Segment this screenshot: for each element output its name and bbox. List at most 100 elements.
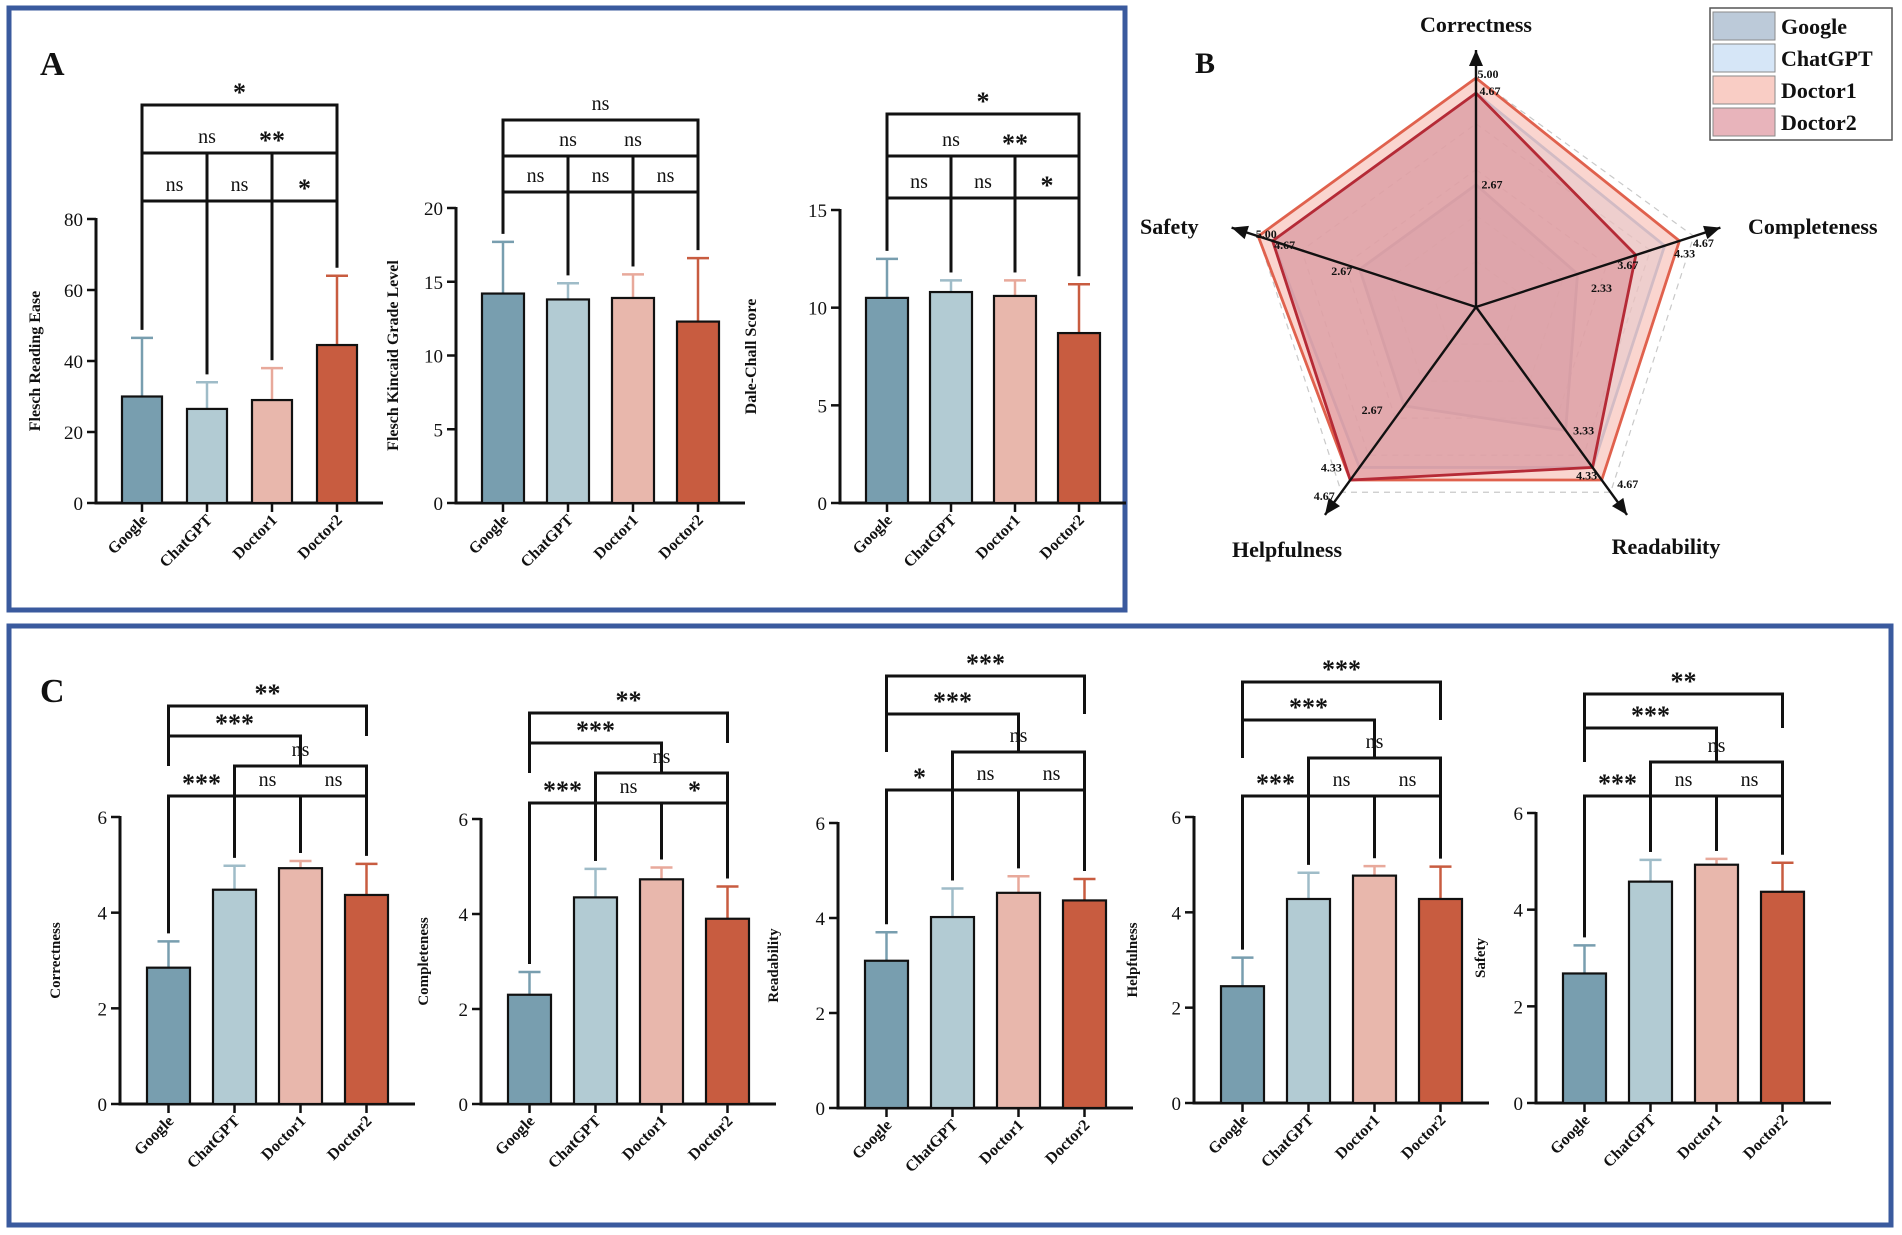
- panel-b-letter: B: [1195, 47, 1215, 80]
- y-axis-title: Readability: [766, 928, 782, 1003]
- radar-value-label: 2.67: [1331, 264, 1352, 278]
- significance-label: ns: [620, 776, 638, 798]
- significance-label: ns: [977, 763, 995, 785]
- radar-axis-arrowhead: [1469, 50, 1483, 66]
- significance-label: ns: [1043, 763, 1061, 785]
- y-tick-label: 5: [434, 420, 444, 441]
- bar-google: [1219, 985, 1266, 1105]
- significance-label: ns: [166, 174, 184, 196]
- bar-chatgpt: [185, 407, 229, 505]
- significance-bracket: [1583, 692, 1784, 728]
- radar-axis-title: Completeness: [1748, 214, 1878, 239]
- significance-bracket: [1241, 718, 1376, 758]
- radar-axis-title: Correctness: [1420, 12, 1532, 37]
- y-tick-label: 4: [1514, 901, 1524, 922]
- y-tick-label: 15: [808, 201, 827, 222]
- significance-bracket: [205, 151, 339, 201]
- y-tick-label: 6: [1514, 804, 1524, 825]
- bar-doctor2: [1061, 899, 1108, 1110]
- y-tick-label: 6: [1172, 808, 1182, 829]
- radar-value-label: 4.33: [1321, 460, 1342, 474]
- significance-bracket: [660, 801, 729, 879]
- significance-label: **: [1671, 667, 1697, 696]
- y-tick-label: 60: [64, 281, 83, 302]
- radar-chart: Correctness Completeness Readability Helpfu…: [1140, 7, 1893, 562]
- bar-doctor2: [704, 917, 751, 1106]
- bar-doctor2: [1056, 331, 1102, 505]
- y-tick-label: 6: [816, 814, 826, 835]
- y-tick-label: 0: [459, 1095, 469, 1116]
- radar-axis-line: [1475, 306, 1629, 516]
- significance-bracket: [1241, 680, 1442, 720]
- significance-bracket: [140, 103, 339, 153]
- legend-label: Google: [1781, 14, 1847, 39]
- bar-doctor2: [343, 893, 390, 1106]
- radar-value-label: 4.67: [1480, 84, 1501, 98]
- bar-doctor1: [277, 867, 324, 1106]
- bar-google: [120, 395, 164, 505]
- significance-bracket: [167, 734, 302, 766]
- significance-label: ***: [1289, 693, 1328, 722]
- y-tick-label: 0: [74, 494, 84, 515]
- bar-doctor1: [992, 294, 1038, 505]
- significance-label: ns: [1741, 769, 1759, 791]
- y-axis-title: Flesch Kincaid Grade Level: [385, 260, 402, 451]
- bar-doctor2: [1759, 890, 1806, 1105]
- legend-label: Doctor2: [1781, 110, 1857, 135]
- bar-google: [506, 993, 553, 1106]
- radar-legend: Google ChatGPT Doctor1 Doctor2: [1709, 7, 1893, 141]
- y-tick-label: 0: [1172, 1094, 1182, 1115]
- significance-bracket: [885, 112, 1081, 156]
- radar-axis-arrowhead: [1611, 497, 1628, 515]
- significance-label: ns: [624, 129, 642, 151]
- y-axis-title: Helpfulness: [1125, 922, 1141, 997]
- significance-label: ns: [910, 171, 928, 193]
- significance-bracket: [885, 674, 1086, 714]
- bar-doctor2: [315, 343, 359, 505]
- y-axis-title: Dale-Chall Score: [743, 299, 760, 415]
- y-tick-label: 0: [434, 494, 444, 515]
- significance-bracket: [885, 712, 1020, 752]
- significance-label: ***: [1322, 655, 1361, 684]
- bar-doctor1: [1351, 874, 1398, 1105]
- significance-label: ***: [1256, 769, 1295, 798]
- radar-value-label: 4.33: [1576, 468, 1597, 482]
- y-tick-label: 0: [1514, 1094, 1524, 1115]
- panel-a-border: [6, 5, 1128, 613]
- significance-label: ***: [576, 716, 615, 745]
- radar-axis-line: [1323, 306, 1477, 516]
- bar-doctor1: [1693, 863, 1740, 1105]
- significance-bracket: [501, 118, 700, 156]
- significance-label: *: [298, 174, 311, 203]
- radar-axis-arrowhead: [1231, 225, 1249, 240]
- y-tick-label: 5: [818, 396, 828, 417]
- significance-bracket: [528, 741, 663, 773]
- legend-swatch-doctor2: [1712, 107, 1776, 137]
- y-axis-title: Correctness: [48, 922, 64, 999]
- panel-c-letter: C: [40, 673, 65, 710]
- bar-doctor2: [1417, 897, 1464, 1105]
- significance-bracket: [299, 794, 368, 856]
- bar-chatgpt: [211, 888, 258, 1106]
- y-tick-label: 2: [816, 1004, 826, 1025]
- significance-bracket: [1715, 794, 1784, 855]
- panel-a-letter: A: [40, 46, 65, 83]
- y-axis-title: Completeness: [416, 917, 432, 1005]
- radar-value-label: 4.67: [1617, 477, 1638, 491]
- significance-label: ***: [182, 769, 221, 798]
- radar-axis-arrowhead: [1703, 225, 1721, 240]
- significance-bracket: [1583, 726, 1718, 762]
- significance-label: ns: [198, 126, 216, 148]
- y-tick-label: 6: [459, 810, 469, 831]
- legend-swatch-chatgpt: [1712, 43, 1776, 73]
- y-tick-label: 2: [459, 1000, 469, 1021]
- y-tick-label: 2: [1514, 997, 1524, 1018]
- y-tick-label: 40: [64, 352, 83, 373]
- bar-google: [480, 292, 526, 505]
- bar-google: [863, 959, 910, 1110]
- significance-label: ns: [259, 769, 277, 791]
- bar-google: [145, 966, 192, 1106]
- radar-axis-title: Safety: [1140, 214, 1199, 239]
